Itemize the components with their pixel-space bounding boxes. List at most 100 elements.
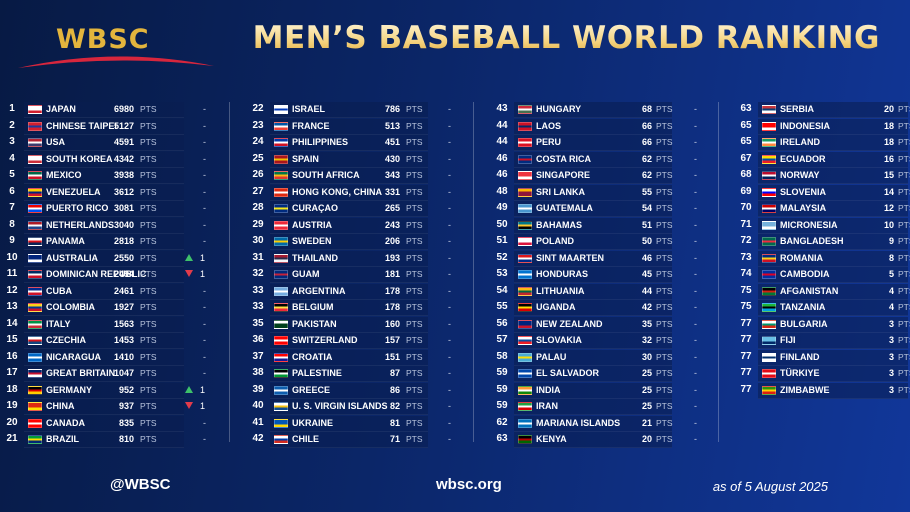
country-flag-icon — [28, 171, 42, 180]
country-flag-icon — [274, 253, 288, 263]
country-flag-icon — [28, 270, 42, 279]
points-unit: PTS — [898, 236, 910, 246]
country-flag-icon — [274, 319, 288, 329]
country-flag-icon — [274, 154, 288, 164]
country-flag-icon — [274, 138, 288, 147]
country-name: TÜRKIYE — [780, 368, 820, 378]
rank-number: 33 — [252, 284, 264, 296]
country-bar: BAHAMAS 51 PTS — [514, 217, 673, 234]
points-value: 3 — [888, 335, 894, 345]
rank-number: 24 — [252, 136, 264, 147]
country-name: NETHERLANDS — [46, 219, 115, 230]
points-value: 21 — [641, 417, 652, 428]
country-flag-icon — [28, 402, 42, 411]
country-bar: NEW ZEALAND 35 PTS — [514, 316, 673, 333]
country-flag-icon — [518, 369, 532, 378]
points-value: 46 — [641, 252, 652, 263]
points-value: 4 — [888, 285, 894, 296]
rank-number: 46 — [496, 169, 508, 180]
rank-number: 41 — [252, 416, 264, 428]
points-value: 160 — [384, 318, 400, 329]
points-unit: PTS — [656, 120, 673, 131]
rank-change-none: - — [694, 153, 697, 164]
country-name: PALAU — [536, 351, 567, 362]
rank-change-none: - — [694, 203, 697, 213]
country-bar: GUAM 181 PTS — [270, 267, 428, 283]
country-name: GREAT BRITAIN — [46, 368, 116, 378]
country-name: SLOVAKIA — [536, 335, 582, 345]
country-name: NORWAY — [780, 170, 820, 180]
rank-change-value: 1 — [200, 384, 206, 395]
country-flag-icon — [518, 237, 532, 246]
rank-number: 21 — [6, 433, 18, 444]
rank-number: 56 — [496, 317, 508, 329]
rank-number: 9 — [9, 235, 15, 246]
points-unit: PTS — [406, 203, 423, 213]
country-bar: AUSTRALIA 2550 PTS — [24, 250, 184, 267]
country-name: LITHUANIA — [536, 285, 585, 296]
rank-number: 10 — [6, 251, 18, 263]
country-flag-icon — [518, 121, 532, 131]
country-name: COSTA RICA — [536, 153, 591, 164]
country-flag-icon — [28, 303, 42, 312]
points-value: 178 — [384, 285, 400, 296]
country-name: MALAYSIA — [780, 203, 827, 213]
points-value: 157 — [384, 335, 400, 345]
country-name: SOUTH KOREA — [46, 153, 113, 164]
arrow-up-icon — [185, 253, 193, 261]
country-name: SWEDEN — [292, 236, 332, 246]
rank-number: 2 — [9, 119, 15, 131]
country-flag-icon — [518, 270, 532, 279]
points-value: 71 — [389, 434, 400, 444]
points-value: 12 — [883, 203, 894, 213]
points-value: 937 — [118, 401, 134, 411]
rank-change-none: - — [203, 351, 206, 362]
country-bar: ITALY 1563 PTS — [24, 316, 184, 333]
points-unit: PTS — [406, 170, 423, 180]
country-flag-icon — [28, 253, 42, 263]
country-flag-icon — [518, 402, 532, 411]
country-name: BELGIUM — [292, 302, 334, 312]
rank-change-none: - — [448, 219, 451, 230]
points-unit: PTS — [898, 335, 910, 345]
country-name: GUAM — [292, 269, 320, 279]
country-bar: INDIA 25 PTS — [514, 382, 673, 399]
rank-number: 40 — [252, 400, 264, 411]
points-unit: PTS — [406, 434, 423, 444]
country-bar: COSTA RICA 62 PTS — [514, 151, 673, 168]
country-flag-icon — [518, 204, 532, 213]
country-name: JAPAN — [46, 104, 76, 114]
country-name: PANAMA — [46, 236, 85, 246]
rank-number: 28 — [252, 202, 264, 213]
country-name: PALESTINE — [292, 368, 342, 378]
country-bar: SLOVAKIA 32 PTS — [514, 333, 673, 349]
rank-change-none: - — [694, 104, 697, 114]
points-value: 62 — [641, 153, 652, 164]
points-value: 3040 — [113, 219, 134, 230]
country-bar: SERBIA 20 PTS — [758, 102, 910, 118]
country-bar: USA 4591 PTS — [24, 135, 184, 151]
rank-change-none: - — [448, 186, 451, 197]
country-bar: TANZANIA 4 PTS — [758, 300, 910, 316]
country-flag-icon — [274, 336, 288, 345]
website-link[interactable]: wbsc.org — [436, 476, 502, 493]
rank-number: 23 — [252, 119, 264, 131]
country-bar: IRELAND 18 PTS — [758, 135, 910, 151]
points-value: 193 — [384, 252, 400, 263]
country-name: FINLAND — [780, 351, 820, 362]
points-unit: PTS — [140, 219, 157, 230]
points-unit: PTS — [656, 236, 673, 246]
country-name: PUERTO RICO — [46, 203, 109, 213]
rank-change-none: - — [448, 104, 451, 114]
rank-number: 46 — [496, 152, 508, 164]
country-flag-icon — [274, 369, 288, 378]
country-name: KENYA — [536, 434, 567, 444]
rank-number: 30 — [252, 235, 264, 246]
country-name: MICRONESIA — [780, 219, 838, 230]
country-flag-icon — [274, 187, 288, 197]
country-name: VENEZUELA — [46, 186, 101, 197]
country-bar: UGANDA 42 PTS — [514, 300, 673, 316]
points-value: 2550 — [113, 252, 134, 263]
country-bar: CAMBODIA 5 PTS — [758, 267, 910, 283]
points-value: 331 — [384, 186, 400, 197]
